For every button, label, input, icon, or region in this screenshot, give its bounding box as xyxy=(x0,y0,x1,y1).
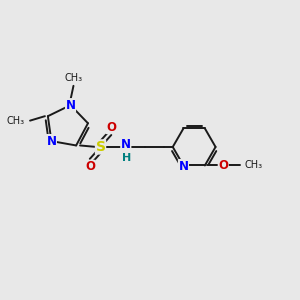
Text: N: N xyxy=(46,135,56,148)
Text: H: H xyxy=(122,153,131,163)
Text: CH₃: CH₃ xyxy=(7,116,25,126)
Text: S: S xyxy=(95,140,106,154)
Text: CH₃: CH₃ xyxy=(244,160,262,170)
Text: O: O xyxy=(218,159,228,172)
Text: O: O xyxy=(106,121,116,134)
Text: N: N xyxy=(65,99,76,112)
Text: O: O xyxy=(85,160,95,173)
Text: CH₃: CH₃ xyxy=(64,73,82,83)
Text: N: N xyxy=(178,160,188,172)
Text: N: N xyxy=(121,138,131,151)
